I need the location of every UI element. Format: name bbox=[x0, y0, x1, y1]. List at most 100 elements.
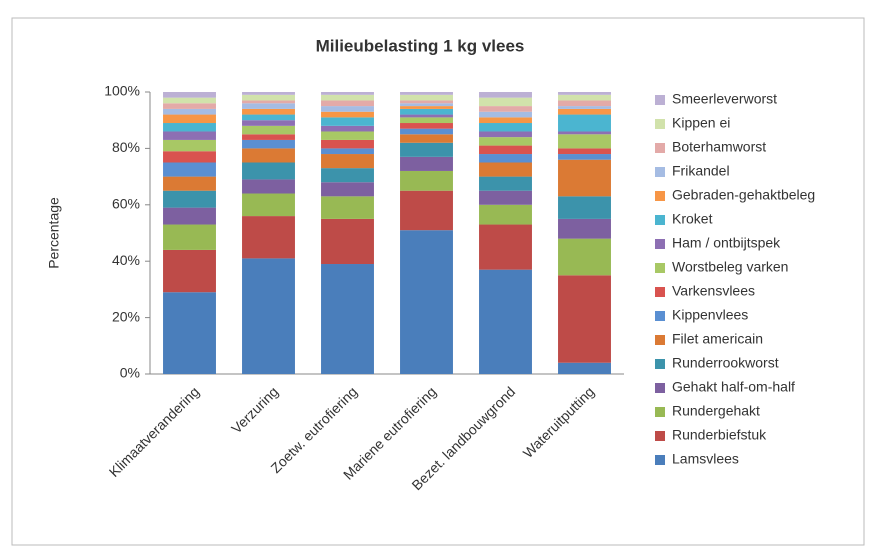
bar-segment bbox=[321, 94, 374, 101]
legend-label: Rundergehakt bbox=[672, 403, 760, 419]
legend-swatch bbox=[655, 311, 665, 321]
bar-segment bbox=[321, 106, 374, 112]
legend-label: Kippenvlees bbox=[672, 307, 748, 323]
bar-segment bbox=[400, 128, 453, 135]
legend-label: Kippen ei bbox=[672, 115, 730, 131]
bar-segment bbox=[558, 134, 611, 149]
legend-label: Gehakt half-om-half bbox=[672, 379, 795, 395]
legend-swatch bbox=[655, 455, 665, 465]
bar-segment bbox=[558, 154, 611, 160]
legend-label: Smeerleverworst bbox=[672, 91, 777, 107]
bar-segment bbox=[479, 162, 532, 177]
bar-segment bbox=[321, 196, 374, 219]
bar-segment bbox=[163, 224, 216, 250]
legend-swatch bbox=[655, 191, 665, 201]
legend-swatch bbox=[655, 431, 665, 441]
bar-segment bbox=[479, 204, 532, 225]
bar-segment bbox=[400, 230, 453, 374]
legend-label: Varkensvlees bbox=[672, 283, 755, 299]
bar-segment bbox=[479, 224, 532, 270]
bar-segment bbox=[479, 137, 532, 146]
bar-segment bbox=[163, 131, 216, 140]
chart-title: Milieubelasting 1 kg vlees bbox=[316, 36, 525, 55]
bar-segment bbox=[400, 92, 453, 95]
bar-segment bbox=[163, 292, 216, 374]
bar-segment bbox=[321, 139, 374, 149]
y-tick-label: 40% bbox=[112, 252, 140, 268]
bar-segment bbox=[558, 159, 611, 197]
bar-segment bbox=[558, 275, 611, 363]
bar-segment bbox=[321, 154, 374, 169]
bar-segment bbox=[479, 97, 532, 107]
bar-segment bbox=[321, 125, 374, 132]
bar-segment bbox=[242, 108, 295, 115]
bar-segment bbox=[321, 148, 374, 155]
legend-label: Boterhamworst bbox=[672, 139, 766, 155]
legend-label: Ham / ontbijtspek bbox=[672, 235, 781, 251]
bar-segment bbox=[558, 114, 611, 132]
bar-segment bbox=[163, 92, 216, 98]
bar-segment bbox=[400, 170, 453, 191]
bar-segment bbox=[479, 92, 532, 98]
y-axis-label: Percentage bbox=[46, 197, 62, 269]
y-tick-label: 20% bbox=[112, 308, 140, 324]
bar-segment bbox=[321, 131, 374, 140]
legend-swatch bbox=[655, 263, 665, 273]
legend-swatch bbox=[655, 95, 665, 105]
bar-segment bbox=[479, 154, 532, 163]
bar-segment bbox=[479, 123, 532, 132]
y-tick-label: 0% bbox=[120, 365, 140, 381]
legend-label: Kroket bbox=[672, 211, 713, 227]
bar-segment bbox=[163, 139, 216, 152]
bar-segment bbox=[400, 108, 453, 115]
bar-segment bbox=[400, 106, 453, 109]
bar-segment bbox=[558, 94, 611, 101]
legend-label: Runderrookworst bbox=[672, 355, 779, 371]
bar-segment bbox=[242, 125, 295, 135]
bar-segment bbox=[400, 117, 453, 124]
bar-segment bbox=[400, 100, 453, 104]
legend-swatch bbox=[655, 167, 665, 177]
bar-segment bbox=[479, 145, 532, 155]
bar-segment bbox=[558, 362, 611, 374]
bar-segment bbox=[479, 190, 532, 205]
legend-swatch bbox=[655, 335, 665, 345]
bar-segment bbox=[321, 100, 374, 107]
y-tick-label: 100% bbox=[104, 83, 140, 99]
bar-segment bbox=[321, 264, 374, 374]
bar-segment bbox=[163, 123, 216, 132]
bar-segment bbox=[242, 100, 295, 104]
bar-segment bbox=[400, 103, 453, 107]
bar-segment bbox=[558, 108, 611, 115]
bar-segment bbox=[400, 134, 453, 143]
bar-segment bbox=[242, 114, 295, 121]
bar-segment bbox=[479, 176, 532, 191]
bar-segment bbox=[400, 190, 453, 231]
legend-swatch bbox=[655, 359, 665, 369]
bar-segment bbox=[242, 162, 295, 180]
legend-label: Worstbeleg varken bbox=[672, 259, 788, 275]
bar-segment bbox=[479, 131, 532, 138]
bar-segment bbox=[400, 123, 453, 129]
bar-segment bbox=[558, 218, 611, 239]
bar-segment bbox=[558, 238, 611, 276]
bar-segment bbox=[400, 114, 453, 118]
bar-segment bbox=[163, 190, 216, 208]
bar-segment bbox=[163, 176, 216, 191]
bar-segment bbox=[321, 182, 374, 197]
bar-segment bbox=[242, 94, 295, 101]
y-tick-label: 80% bbox=[112, 139, 140, 155]
bar-segment bbox=[558, 100, 611, 107]
bar-segment bbox=[479, 111, 532, 118]
legend-swatch bbox=[655, 383, 665, 393]
bar-segment bbox=[321, 92, 374, 95]
bar-segment bbox=[479, 117, 532, 124]
legend-swatch bbox=[655, 215, 665, 225]
bar-segment bbox=[400, 94, 453, 101]
bar-segment bbox=[163, 103, 216, 109]
legend-swatch bbox=[655, 407, 665, 417]
bar-segment bbox=[558, 106, 611, 109]
bar-segment bbox=[242, 216, 295, 259]
bar-segment bbox=[558, 92, 611, 95]
